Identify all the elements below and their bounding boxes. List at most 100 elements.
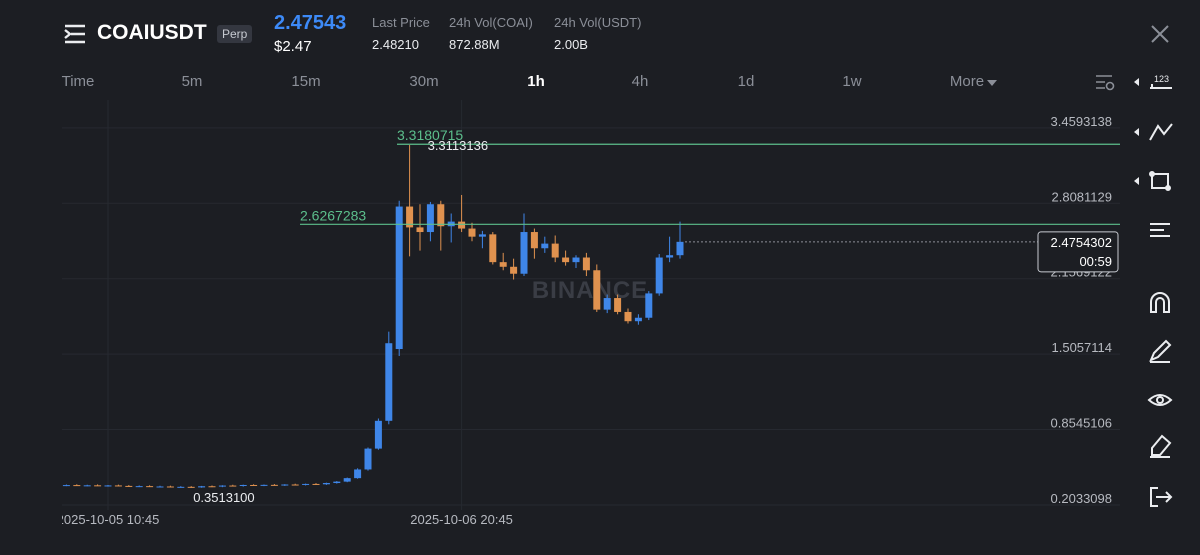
low-marker: 0.3513100	[193, 490, 254, 505]
candle-body	[281, 484, 289, 486]
candle-body	[385, 343, 393, 421]
candle-body	[291, 484, 299, 486]
candle-body	[83, 485, 91, 487]
candle-body	[156, 486, 164, 488]
candle-body	[374, 420, 382, 449]
candle-body	[603, 298, 611, 310]
tool-icon[interactable]	[1150, 292, 1170, 313]
tool-icon[interactable]	[1150, 487, 1173, 507]
stat-label: Last Price	[372, 15, 430, 30]
candle-body	[270, 484, 278, 486]
stat-value: 872.88M	[449, 37, 500, 52]
candle-body	[239, 484, 247, 486]
candle-body	[343, 478, 351, 482]
candle-body	[676, 241, 684, 256]
tool-icon[interactable]	[1150, 434, 1172, 458]
candle-body	[551, 243, 559, 258]
candle-body	[489, 234, 497, 263]
tool-icon[interactable]: 123	[1150, 74, 1172, 89]
y-tick-label: 3.4593138	[1051, 114, 1112, 129]
symbol[interactable]: COAIUSDT	[97, 21, 207, 44]
candle-body	[468, 228, 476, 237]
candle-body	[166, 486, 174, 488]
candle-body	[582, 257, 590, 271]
current-price-box	[1037, 231, 1119, 273]
stat-label: 24h Vol(COAI)	[449, 15, 533, 30]
candle-body	[94, 485, 102, 487]
candle-body	[406, 206, 414, 228]
timeframe[interactable]: 15m	[291, 73, 321, 90]
tool-icon[interactable]	[1149, 123, 1173, 141]
candle-body	[499, 262, 507, 267]
candle-body	[530, 232, 538, 249]
candle-body	[614, 298, 622, 312]
price-line-label: 2.6267283	[300, 207, 366, 223]
candle-body	[645, 293, 653, 318]
candle-body	[520, 232, 528, 274]
candle-body	[322, 483, 330, 485]
timeframe[interactable]: 5m	[181, 73, 203, 90]
candle-body	[218, 485, 226, 487]
candle-body	[208, 486, 216, 488]
badge: Perp	[217, 25, 253, 43]
candle-body	[364, 448, 372, 470]
x-tick-label: 2025-10-06 20:45	[410, 512, 513, 527]
timeframe[interactable]: More	[949, 73, 985, 90]
timeframe[interactable]: 30m	[409, 73, 439, 90]
close-button[interactable]	[1150, 24, 1170, 44]
y-tick-label: 0.2033098	[1051, 491, 1112, 506]
candle-body	[437, 204, 445, 227]
timeframe[interactable]: 1d	[737, 73, 755, 90]
candle-body	[426, 204, 434, 233]
tool-icon[interactable]	[1147, 394, 1173, 406]
candle-body	[104, 485, 112, 487]
candle-body	[250, 484, 258, 486]
chart: 3.45931382.80811292.15691221.50571140.85…	[57, 100, 1120, 527]
candle-body	[624, 311, 632, 322]
menu-icon[interactable]	[62, 22, 90, 46]
candle-body	[302, 483, 310, 485]
timeframe[interactable]: 4h	[631, 73, 649, 90]
dropdown-arrow[interactable]	[986, 78, 998, 88]
current-price-label: 2.4754302	[1051, 235, 1112, 250]
y-tick-label: 2.8081129	[1052, 189, 1113, 204]
countdown: 00:59	[1079, 254, 1112, 269]
candle-body	[187, 486, 195, 488]
candle-body	[541, 243, 549, 249]
candle-body	[458, 221, 466, 229]
candle-body	[510, 266, 518, 274]
candle-body	[655, 257, 663, 294]
candle-body	[333, 481, 341, 484]
tool-icon[interactable]	[1149, 339, 1172, 363]
candle-body	[478, 234, 486, 237]
candle-body	[562, 257, 570, 263]
x-tick-label: 2025-10-05 10:45	[57, 512, 160, 527]
price: 2.47543	[274, 12, 347, 34]
timeframe[interactable]: 1h	[527, 73, 545, 90]
candle-body	[354, 469, 362, 479]
candle-body	[634, 317, 642, 322]
watermark: BINANCE	[532, 277, 648, 304]
tool-icon[interactable]	[1150, 223, 1170, 237]
candle-body	[135, 486, 143, 488]
stat-value: 2.48210	[372, 37, 419, 52]
candle-body	[62, 485, 70, 487]
toolbar: 123	[1134, 74, 1173, 507]
candle-body	[146, 486, 154, 488]
candle-body	[125, 485, 133, 487]
candle-body	[416, 227, 424, 233]
tool-icon[interactable]	[1149, 171, 1171, 191]
stat-label: 24h Vol(USDT)	[554, 15, 642, 30]
timeframe[interactable]: 1w	[842, 73, 862, 90]
candle-body	[73, 485, 81, 487]
price-usd: $2.47	[274, 38, 312, 55]
stat-value: 2.00B	[554, 37, 588, 52]
candle-body	[593, 270, 601, 310]
candle-body	[395, 206, 403, 350]
settings-icon[interactable]	[1094, 72, 1116, 92]
timeframe[interactable]: Time	[61, 73, 95, 90]
candle-body	[229, 485, 237, 487]
candle-body	[572, 257, 580, 263]
candle-body	[666, 255, 674, 258]
